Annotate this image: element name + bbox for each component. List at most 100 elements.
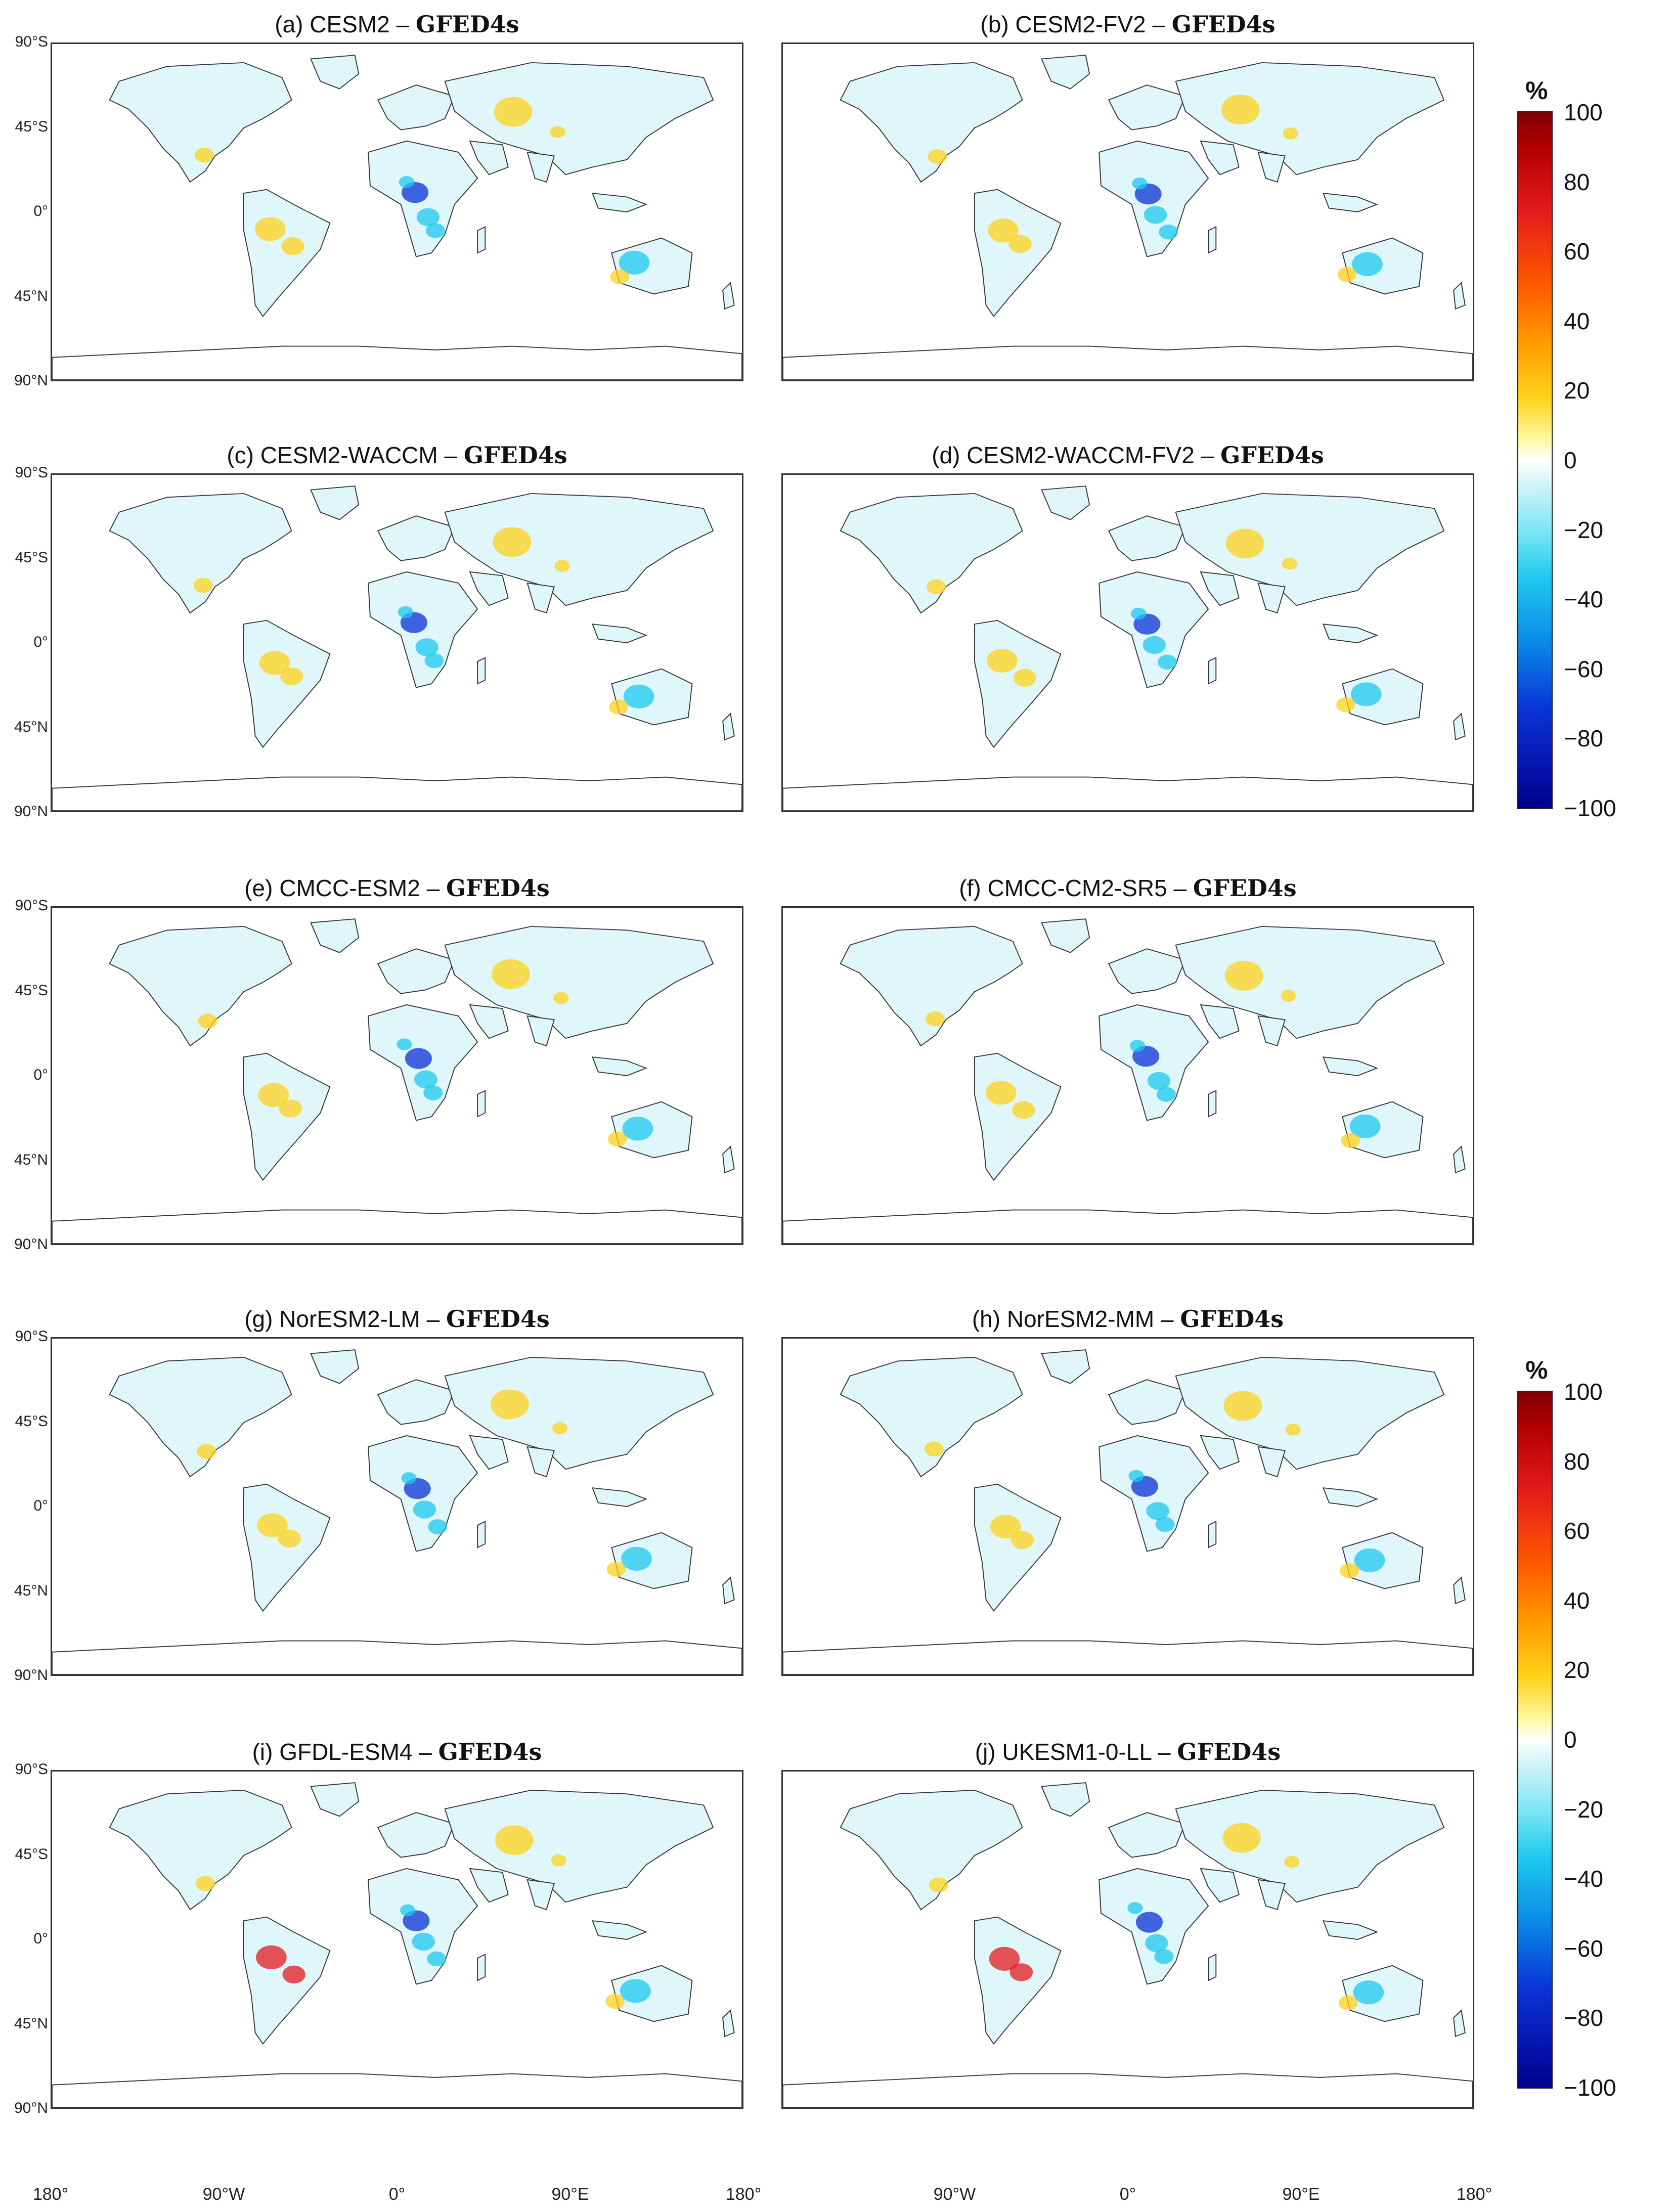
land-mass [377,948,455,994]
map-frame [51,906,743,1245]
latitude-label: 0° [33,1930,48,1947]
anomaly-region [1352,252,1383,276]
map-panel: (b) CESM2-FV2 – GFED4s [781,10,1474,382]
latitude-label: 0° [33,203,48,219]
latitude-label: 90°N [14,1236,48,1253]
antarctica-outline [783,1209,1473,1244]
model-name: (d) CESM2-WACCM-FV2 [932,442,1195,468]
land-mass [1208,1090,1217,1118]
antarctica-outline [52,776,742,811]
map-frame [781,473,1474,812]
anomaly-region [929,1877,948,1893]
land-mass [310,918,360,953]
longitude-label: 180° [725,2185,762,2204]
panel-title: (j) UKESM1-0-LL – GFED4s [781,1738,1474,1766]
land-mass [1257,151,1286,183]
latitude-axis: 90°S 45°S 0° 45°N 90°N [3,464,48,820]
land-mass [611,1532,693,1589]
land-mass [1108,948,1186,994]
anomaly-region [1225,528,1264,559]
anomaly-region [495,1825,534,1855]
anomaly-region [282,1965,305,1984]
land-mass [526,1015,555,1047]
world-map [783,918,1473,1244]
panel-title: (d) CESM2-WACCM-FV2 – GFED4s [781,441,1474,469]
panel-title: (a) CESM2 – GFED4s [51,10,743,38]
colorbar-unit: % [1525,76,1548,105]
longitude-label: 180° [32,2185,69,2204]
land-mass [1108,1812,1186,1858]
latitude-axis: 90°S 45°S 0° 45°N 90°N [3,1328,48,1684]
panel-title: (b) CESM2-FV2 – GFED4s [781,10,1474,38]
land-mass [310,55,360,90]
colorbar-top: % 100 80 60 40 20 0 −20 −40 −60 −80 −100 [1517,76,1629,821]
model-name: (g) NorESM2-LM [244,1306,420,1332]
anomaly-region [1284,1855,1300,1868]
world-map [52,55,742,380]
land-mass [526,582,555,614]
land-mass [1108,515,1186,561]
colorbar-tick-label: 100 [1564,1379,1603,1405]
latitude-axis: 90°S 45°S 0° 45°N 90°N [3,33,48,389]
latitude-label: 45°S [15,982,48,999]
longitude-label: 0° [1119,2185,1136,2204]
land-mass [1208,1954,1217,1981]
land-mass [1257,582,1286,614]
anomaly-region [1337,267,1357,282]
latitude-label: 90°N [14,2100,48,2116]
anomaly-region [1146,1502,1169,1520]
anomaly-region [551,1854,566,1867]
reference-dataset: GFED4s [415,11,519,38]
land-mass [592,1056,648,1076]
anomaly-region [1012,1101,1035,1119]
anomaly-region [494,97,533,127]
anomaly-region [1349,1114,1381,1138]
antarctica-outline [52,1209,742,1244]
anomaly-region [609,699,628,715]
model-name: (h) NorESM2-MM [972,1306,1155,1332]
anomaly-region [1131,607,1147,620]
panel-title: (e) CMCC-ESM2 – GFED4s [51,874,743,902]
anomaly-region [490,1389,529,1420]
latitude-label: 90°S [15,33,48,50]
title-separator: – [1146,11,1172,37]
anomaly-region [622,1117,653,1141]
land-mass [1041,1349,1090,1384]
land-mass [1175,925,1445,1039]
anomaly-region [428,1519,448,1534]
title-separator: – [412,1739,438,1765]
anomaly-region [1155,1517,1175,1532]
land-mass [444,62,714,175]
panel-title: (c) CESM2-WACCM – GFED4s [51,441,743,469]
colorbar-gradient [1517,1391,1553,2089]
anomaly-region [1224,960,1263,991]
reference-dataset: GFED4s [438,1738,542,1765]
anomaly-region [1283,127,1299,140]
land-mass [1257,1446,1286,1478]
anomaly-region [397,1038,412,1050]
land-mass [1208,657,1217,685]
anomaly-region [990,1515,1021,1539]
latitude-label: 45°N [14,287,48,304]
world-map [52,918,742,1244]
land-mass [1108,1379,1186,1425]
latitude-label: 45°S [15,118,48,135]
land-mass [1175,1356,1445,1470]
colorbar-tick-label: −80 [1564,725,1604,752]
anomaly-region [1353,1980,1384,2005]
land-mass [444,1789,714,1903]
longitude-label: 90°E [1282,2185,1320,2204]
anomaly-region [1156,1087,1176,1102]
anomaly-region [928,149,947,164]
anomaly-region [1132,178,1148,190]
anomaly-region [194,148,214,163]
colorbar-unit: % [1525,1356,1548,1384]
title-separator: – [1151,1739,1177,1765]
anomaly-region [550,126,565,138]
anomaly-region [985,1081,1017,1105]
land-mass [243,1483,331,1612]
title-separator: – [1194,442,1220,468]
longitude-label: 90°E [551,2185,589,2204]
land-mass [526,151,555,183]
reference-dataset: GFED4s [1171,11,1276,38]
